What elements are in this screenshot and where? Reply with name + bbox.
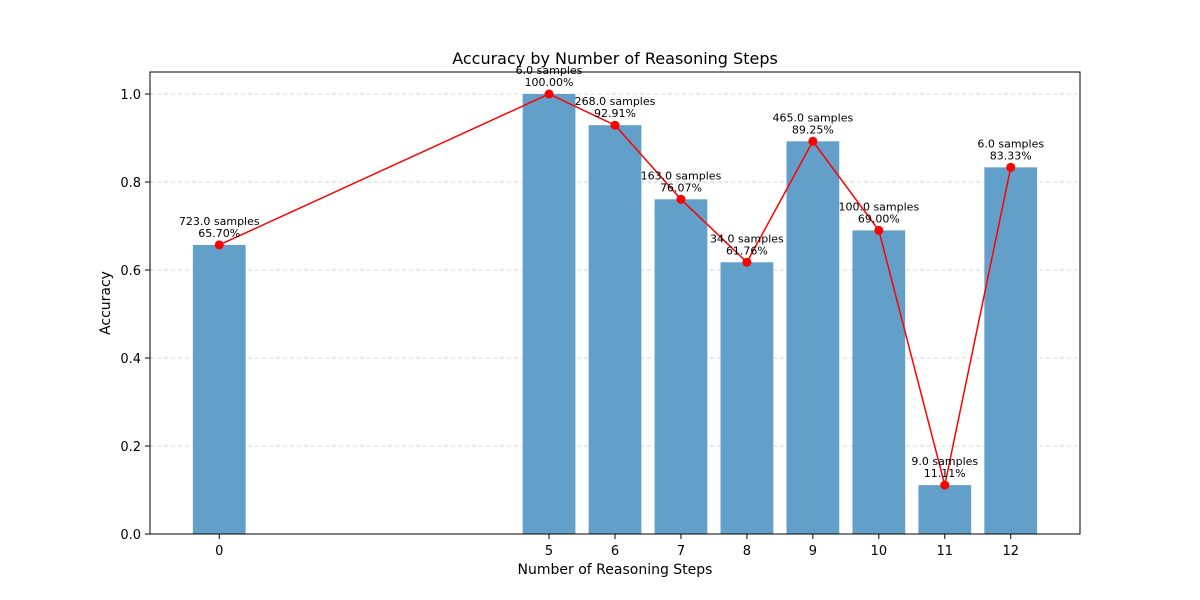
accuracy-point — [1006, 162, 1016, 172]
bar-percent-label: 89.25% — [792, 123, 834, 136]
accuracy-point — [676, 194, 686, 204]
bar — [852, 230, 906, 534]
bar-percent-label: 100.00% — [525, 76, 574, 89]
bar-percent-label: 69.00% — [858, 212, 900, 225]
bar — [192, 244, 246, 535]
bar-samples-label: 723.0 samples — [179, 215, 260, 228]
bar-percent-label: 65.70% — [198, 227, 240, 240]
accuracy-point — [214, 240, 224, 250]
y-tick-label: 1.0 — [120, 88, 141, 103]
y-tick-label: 0.6 — [120, 264, 141, 279]
x-tick-label: 11 — [937, 544, 954, 559]
y-tick-label: 0.8 — [120, 176, 141, 191]
accuracy-point — [610, 120, 620, 130]
x-tick-label: 9 — [809, 544, 817, 559]
bar-samples-label: 9.0 samples — [911, 455, 978, 468]
bar-samples-label: 465.0 samples — [773, 111, 854, 124]
y-tick-label: 0.0 — [120, 528, 141, 543]
bar-percent-label: 83.33% — [990, 149, 1032, 162]
accuracy-point — [874, 225, 884, 235]
accuracy-line — [214, 89, 1016, 490]
bar-samples-label: 100.0 samples — [838, 200, 919, 213]
x-tick-label: 0 — [215, 544, 223, 559]
bar — [588, 125, 642, 535]
x-tick-label: 6 — [611, 544, 619, 559]
bar — [522, 94, 576, 534]
accuracy-point — [544, 89, 554, 99]
bars — [192, 94, 1038, 535]
accuracy-point — [742, 257, 752, 267]
y-axis-label: Accuracy — [98, 271, 114, 335]
bar — [720, 262, 774, 534]
accuracy-point — [808, 136, 818, 146]
bar-samples-label: 163.0 samples — [641, 169, 722, 182]
bar-percent-label: 76.07% — [660, 181, 702, 194]
y-tick-label: 0.4 — [120, 352, 141, 367]
x-tick-label: 5 — [545, 544, 553, 559]
bar — [984, 167, 1038, 534]
x-tick-label: 10 — [871, 544, 888, 559]
accuracy-point — [940, 480, 950, 490]
bar-percent-label: 11.11% — [924, 467, 966, 480]
bar — [786, 141, 840, 535]
bar — [918, 485, 972, 534]
bar-percent-label: 61.76% — [726, 244, 768, 257]
x-tick-label: 7 — [677, 544, 685, 559]
x-tick-label: 12 — [1002, 544, 1019, 559]
chart-title: Accuracy by Number of Reasoning Steps — [452, 49, 778, 68]
bar-percent-label: 92.91% — [594, 107, 636, 120]
bar-samples-label: 6.0 samples — [516, 64, 583, 77]
bar-samples-label: 34.0 samples — [710, 232, 784, 245]
y-tick-label: 0.2 — [120, 440, 141, 455]
x-tick-label: 8 — [743, 544, 751, 559]
axes: 0.0 0.2 0.4 0.6 0.8 1.0 0 5 6 7 8 9 10 11 12 — [120, 71, 1081, 559]
x-axis-label: Number of Reasoning Steps — [518, 562, 713, 578]
bar-samples-label: 268.0 samples — [575, 95, 656, 108]
bar — [654, 199, 708, 535]
bar-samples-label: 6.0 samples — [977, 137, 1044, 150]
